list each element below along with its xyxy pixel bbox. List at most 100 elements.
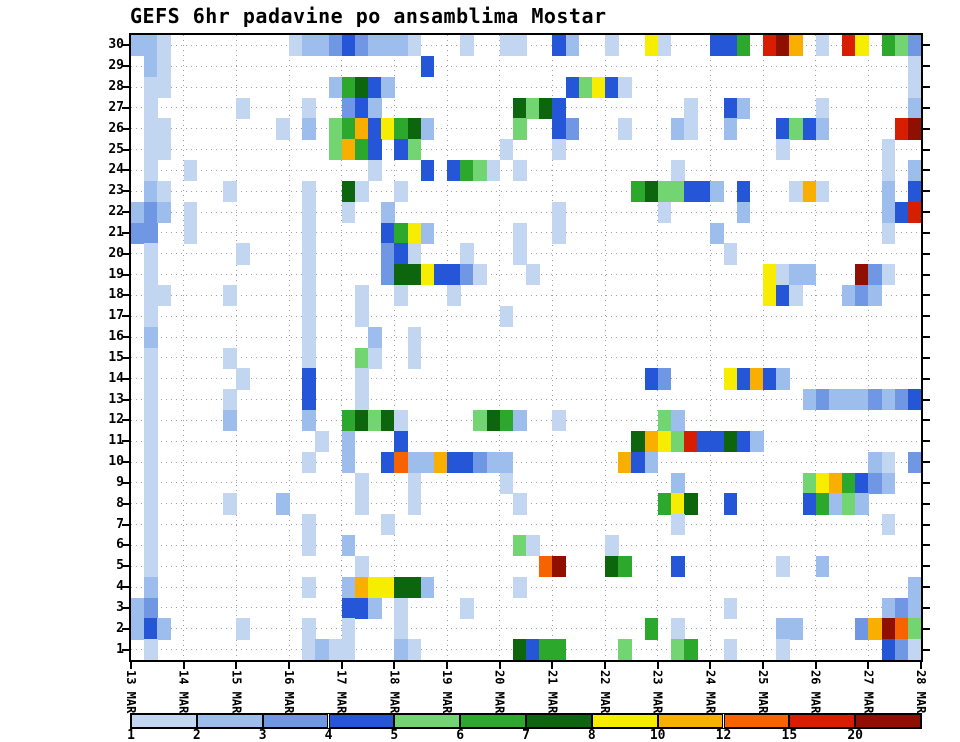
y-tick-left	[122, 336, 129, 339]
heatmap-cell	[907, 639, 921, 660]
heatmap-cell	[341, 639, 356, 660]
heatmap-cell	[420, 451, 435, 473]
y-tick-label: 20	[108, 245, 124, 261]
y-tick-left	[122, 211, 129, 214]
heatmap-cell	[341, 35, 356, 57]
heatmap-cell	[157, 139, 172, 161]
heatmap-cell	[776, 618, 790, 640]
heatmap-cell	[776, 639, 790, 660]
heatmap-cell	[486, 451, 501, 473]
y-tick-right	[923, 502, 930, 505]
y-tick-left	[122, 231, 129, 234]
heatmap-cell	[354, 347, 369, 369]
heatmap-cell	[223, 347, 237, 369]
y-tick-left	[122, 169, 129, 172]
heatmap-cell	[368, 160, 382, 182]
heatmap-cell	[894, 618, 909, 640]
y-tick-right	[923, 419, 930, 422]
heatmap-cell	[605, 555, 619, 578]
heatmap-cell	[631, 430, 646, 453]
heatmap-cell	[710, 430, 725, 453]
h-gridline	[131, 211, 921, 213]
heatmap-cell	[354, 410, 369, 432]
heatmap-cell	[684, 430, 698, 453]
heatmap-cell	[894, 201, 909, 223]
heatmap-cell	[684, 180, 698, 203]
y-tick-label: 26	[108, 120, 124, 136]
v-gridline	[762, 35, 764, 660]
heatmap-cell	[855, 493, 869, 515]
heatmap-cell	[368, 347, 382, 369]
heatmap-cell	[381, 76, 395, 98]
heatmap-cell	[894, 118, 909, 140]
heatmap-cell	[605, 76, 619, 98]
y-tick-left	[122, 627, 129, 630]
heatmap-cell	[815, 180, 830, 203]
heatmap-cell	[302, 305, 316, 328]
y-tick-label: 18	[108, 287, 124, 303]
y-tick-right	[923, 190, 930, 193]
heatmap-cell	[868, 472, 883, 494]
heatmap-cell	[565, 118, 580, 140]
heatmap-cell	[749, 430, 764, 453]
heatmap-cell	[907, 451, 921, 473]
heatmap-cell	[670, 472, 685, 494]
heatmap-cell	[684, 639, 698, 660]
x-tick-label: 14 MAR	[176, 670, 191, 714]
heatmap-cell	[670, 180, 685, 203]
heatmap-cell	[302, 97, 316, 119]
heatmap-cell	[512, 576, 527, 598]
heatmap-cell	[486, 410, 501, 432]
heatmap-cell	[736, 201, 751, 223]
heatmap-cell	[407, 118, 422, 140]
y-tick-right	[923, 481, 930, 484]
heatmap-cell	[868, 389, 883, 411]
heatmap-cell	[302, 410, 316, 432]
heatmap-cell	[591, 76, 606, 98]
heatmap-cell	[131, 35, 145, 57]
heatmap-cell	[341, 118, 356, 140]
heatmap-cell	[368, 35, 382, 57]
heatmap-cell	[881, 451, 896, 473]
v-gridline	[551, 35, 553, 660]
heatmap-cell	[341, 597, 356, 619]
heatmap-cell	[552, 410, 567, 432]
colorbar-tick-label: 10	[649, 728, 666, 742]
y-tick-label: 15	[108, 349, 124, 365]
heatmap-cell	[394, 597, 409, 619]
heatmap-cell	[433, 264, 448, 286]
y-tick-label: 10	[108, 454, 124, 470]
heatmap-cell	[473, 264, 488, 286]
heatmap-cell	[144, 243, 158, 265]
y-tick-left	[122, 252, 129, 255]
heatmap-cell	[460, 160, 474, 182]
y-tick-right	[923, 106, 930, 109]
heatmap-cell	[723, 118, 738, 140]
heatmap-cell	[881, 222, 896, 244]
y-tick-left	[122, 606, 129, 609]
y-tick-label: 22	[108, 204, 124, 220]
heatmap-cell	[868, 618, 883, 640]
h-gridline	[131, 378, 921, 380]
y-tick-right	[923, 86, 930, 89]
heatmap-cell	[131, 222, 145, 244]
heatmap-cell	[236, 618, 251, 640]
y-tick-label: 1	[116, 641, 124, 657]
heatmap-cell	[499, 305, 514, 328]
h-gridline	[131, 149, 921, 151]
h-gridline	[131, 524, 921, 526]
heatmap-cell	[815, 493, 830, 515]
heatmap-cell	[723, 597, 738, 619]
heatmap-cell	[144, 201, 158, 223]
heatmap-cell	[776, 139, 790, 161]
heatmap-cell	[407, 243, 422, 265]
heatmap-cell	[144, 576, 158, 598]
heatmap-cell	[644, 368, 659, 390]
y-tick-left	[122, 502, 129, 505]
x-tick	[656, 662, 659, 669]
heatmap-cell	[789, 118, 804, 140]
heatmap-cell	[828, 389, 843, 411]
y-tick-right	[923, 65, 930, 68]
colorbar-tick-label: 20	[847, 728, 863, 742]
heatmap-cell	[723, 639, 738, 660]
